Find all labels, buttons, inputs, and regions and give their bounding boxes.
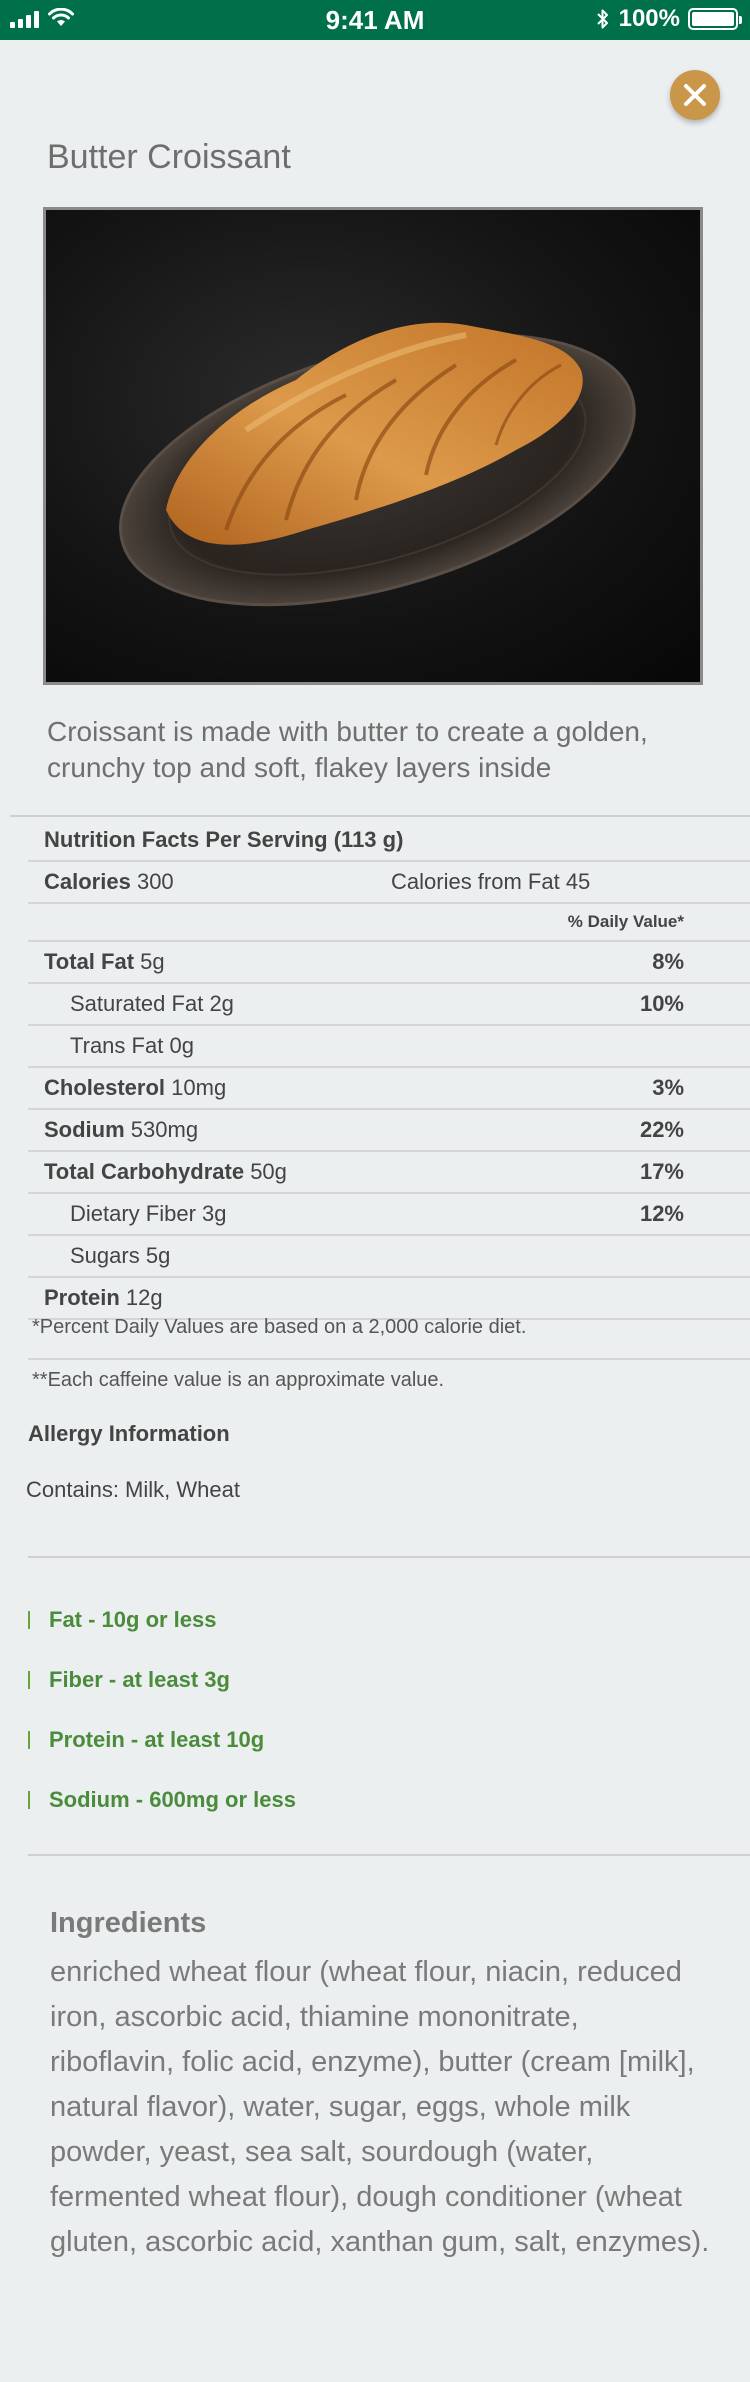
guide-label: Fiber - at least 3g — [49, 1667, 230, 1692]
nutrient-label: Cholesterol 10mg — [44, 1075, 226, 1101]
nutrient-name: Saturated Fat — [70, 991, 204, 1016]
nutrient-amount: 10mg — [171, 1075, 227, 1100]
nutrient-amount: 0g — [169, 1033, 194, 1058]
guide-label: Fat - 10g or less — [49, 1607, 217, 1632]
wifi-icon — [48, 8, 74, 26]
nutrient-row-sugars: Sugars 5g — [28, 1236, 750, 1278]
guide-item: Sodium - 600mg or less — [28, 1770, 748, 1830]
croissant-illustration — [119, 322, 636, 607]
nutrient-name: Total Fat — [44, 949, 135, 974]
calories-from-fat: Calories from Fat 45 — [391, 869, 591, 894]
nutrition-header-row: Nutrition Facts Per Serving (113 g) — [28, 820, 750, 862]
daily-value-header-row: % Daily Value* — [28, 904, 750, 942]
ingredients-text: enriched wheat flour (wheat flour, niaci… — [50, 1956, 710, 2258]
nutrient-amount: 5g — [145, 1243, 171, 1268]
bluetooth-icon — [596, 9, 608, 29]
nutrient-row-total-carbohydrate: Total Carbohydrate 50g 17% — [28, 1152, 750, 1194]
close-button[interactable] — [670, 70, 720, 120]
nutrient-percent: 8% — [652, 949, 684, 974]
nutrient-name: Total Carbohydrate — [44, 1159, 245, 1184]
product-photo — [43, 207, 703, 685]
allergy-title: Allergy Information — [28, 1421, 230, 1446]
nutrient-row-saturated-fat: Saturated Fat 2g 10% — [28, 984, 750, 1026]
daily-value-note: *Percent Daily Values are based on a 2,0… — [32, 1316, 527, 1338]
product-description: Croissant is made with butter to create … — [47, 716, 648, 783]
guide-label: Protein - at least 10g — [49, 1727, 265, 1752]
nutrient-row-trans-fat: Trans Fat 0g — [28, 1026, 750, 1068]
nutrient-row-protein: Protein 12g — [28, 1278, 750, 1320]
battery-icon — [688, 8, 742, 30]
nutrient-label: Dietary Fiber 3g — [70, 1201, 227, 1227]
calories-cell: Calories 300 — [44, 869, 174, 895]
nutrient-name: Dietary Fiber — [70, 1201, 196, 1226]
ingredients-title: Ingredients — [50, 1907, 207, 1939]
nutrient-label: Saturated Fat 2g — [70, 991, 234, 1017]
nutrient-row-total-fat: Total Fat 5g 8% — [28, 942, 750, 984]
nutrient-label: Trans Fat 0g — [70, 1033, 194, 1059]
nutrient-row-sodium: Sodium 530mg 22% — [28, 1110, 750, 1152]
status-left — [10, 8, 75, 28]
nutrient-amount: 5g — [140, 949, 165, 974]
nutrient-percent: 17% — [639, 1159, 684, 1184]
nutrient-row-dietary-fiber: Dietary Fiber 3g 12% — [28, 1194, 750, 1236]
section-divider — [10, 815, 750, 817]
guide-item: Protein - at least 10g — [28, 1710, 748, 1770]
signal-icon — [10, 10, 39, 28]
calories-value: 300 — [136, 869, 174, 894]
nutrient-label: Sugars 5g — [70, 1243, 170, 1269]
section-divider — [28, 1854, 750, 1856]
note-divider — [28, 1358, 750, 1360]
nutrient-amount: 12g — [125, 1285, 163, 1310]
guide-marker — [28, 1611, 30, 1629]
calories-label: Calories — [44, 869, 131, 894]
nutrient-name: Trans Fat — [70, 1033, 164, 1058]
nutrition-header: Nutrition Facts Per Serving (113 g) — [44, 827, 404, 852]
guide-item: Fat - 10g or less — [28, 1590, 748, 1650]
guide-label: Sodium - 600mg or less — [49, 1787, 296, 1812]
guide-marker — [28, 1731, 30, 1749]
section-divider — [28, 1556, 750, 1558]
nutrient-name: Cholesterol — [44, 1075, 166, 1100]
nutrient-amount: 3g — [202, 1201, 227, 1226]
caffeine-note: **Each caffeine value is an approximate … — [32, 1369, 445, 1391]
nutrient-percent: 3% — [652, 1075, 684, 1100]
nutrient-amount: 2g — [209, 991, 234, 1016]
battery-percent: 100% — [618, 5, 680, 32]
status-bar: 9:41 AM 100% — [0, 0, 750, 40]
guide-marker — [28, 1791, 30, 1809]
guide-marker — [28, 1671, 30, 1689]
nutrient-percent: 12% — [639, 1201, 684, 1226]
nutrient-label: Total Fat 5g — [44, 949, 165, 975]
nutrient-amount: 530mg — [130, 1117, 199, 1142]
nutrient-label: Protein 12g — [44, 1285, 163, 1311]
daily-value-header: % Daily Value* — [567, 912, 684, 931]
nutrient-percent: 10% — [639, 991, 684, 1016]
nutrient-name: Sodium — [44, 1117, 125, 1142]
nutrition-guide-list: Fat - 10g or less Fiber - at least 3g Pr… — [28, 1590, 748, 1830]
calories-row: Calories 300 Calories from Fat 45 — [28, 862, 750, 904]
nutrient-row-cholesterol: Cholesterol 10mg 3% — [28, 1068, 750, 1110]
close-icon — [684, 84, 706, 106]
nutrient-name: Protein — [44, 1285, 120, 1310]
nutrient-label: Sodium 530mg — [44, 1117, 198, 1143]
nutrient-amount: 50g — [250, 1159, 287, 1184]
status-right: 100% — [595, 5, 742, 33]
allergy-text: Contains: Milk, Wheat — [26, 1477, 240, 1502]
nutrient-name: Sugars — [70, 1243, 140, 1268]
guide-item: Fiber - at least 3g — [28, 1650, 748, 1710]
status-time: 9:41 AM — [325, 5, 425, 35]
nutrient-percent: 22% — [639, 1117, 684, 1142]
product-title: Butter Croissant — [47, 138, 291, 176]
nutrient-label: Total Carbohydrate 50g — [44, 1159, 287, 1185]
nutrition-table: Nutrition Facts Per Serving (113 g) Calo… — [28, 820, 750, 1320]
